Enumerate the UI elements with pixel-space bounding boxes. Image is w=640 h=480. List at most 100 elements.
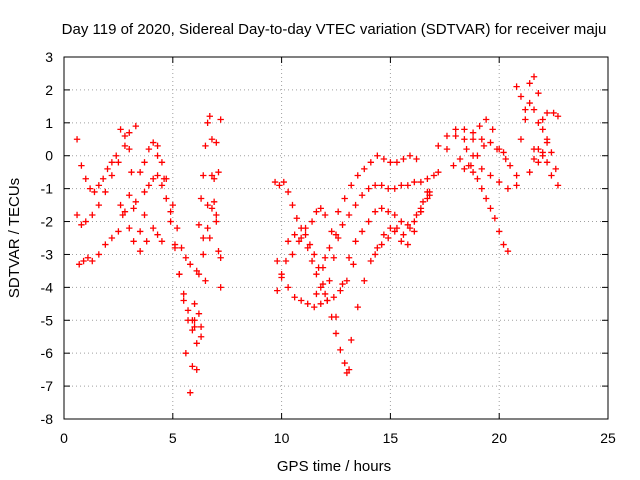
data-point-marker: [350, 261, 357, 268]
data-point-marker: [530, 145, 538, 153]
data-point-marker: [489, 126, 496, 133]
data-point-marker: [522, 116, 529, 123]
data-point-marker: [182, 254, 190, 261]
data-point-marker: [197, 333, 205, 340]
data-point-marker: [411, 178, 418, 186]
data-point-marker: [343, 277, 351, 284]
data-point-marker: [173, 224, 181, 232]
data-point-marker: [326, 244, 333, 252]
x-tick-label: 25: [600, 430, 616, 446]
data-point-marker: [332, 313, 340, 321]
x-axis-title: GPS time / hours: [277, 458, 391, 475]
data-point-marker: [513, 172, 520, 179]
data-point-marker: [469, 168, 477, 176]
data-point-marker: [474, 175, 481, 182]
data-point-marker: [391, 228, 398, 235]
data-point-marker: [482, 195, 490, 202]
data-point-marker: [171, 241, 179, 248]
data-point-marker: [204, 201, 211, 209]
data-point-marker: [543, 109, 551, 117]
data-point-marker: [284, 284, 292, 291]
data-point-marker: [306, 241, 314, 248]
data-point-marker: [302, 231, 309, 238]
data-point-marker: [554, 182, 562, 189]
data-point-marker: [195, 271, 203, 278]
data-point-marker: [461, 165, 468, 173]
data-point-marker: [354, 303, 361, 311]
data-point-marker: [371, 182, 379, 189]
data-point-marker: [208, 136, 216, 143]
data-point-marker: [502, 155, 509, 163]
data-point-marker: [332, 330, 340, 337]
data-point-marker: [99, 175, 107, 182]
data-point-marker: [321, 211, 329, 219]
data-point-marker: [443, 132, 451, 140]
data-point-marker: [535, 159, 542, 166]
data-point-marker: [313, 290, 320, 298]
data-point-marker: [289, 201, 296, 209]
data-point-marker: [456, 155, 464, 163]
data-point-marker: [84, 254, 92, 261]
data-point-marker: [158, 159, 166, 166]
data-point-marker: [411, 218, 418, 225]
data-point-marker: [187, 261, 194, 268]
grid: [64, 57, 608, 419]
data-point-marker: [535, 90, 542, 97]
data-point-marker: [348, 336, 355, 344]
data-point-marker: [191, 323, 198, 331]
axis-ticks: 0 5 10 15 20 25 -8 -7 -6 -5 -4 -3 -2 -1 0 1 2 3: [41, 49, 616, 446]
data-point-marker: [339, 221, 346, 229]
data-point-marker: [321, 254, 329, 261]
data-point-marker: [380, 155, 388, 163]
data-point-marker: [354, 172, 361, 179]
y-tick-label: -4: [41, 279, 54, 295]
data-point-marker: [371, 251, 379, 258]
data-point-marker: [352, 201, 359, 209]
data-point-marker: [411, 228, 418, 235]
data-point-marker: [352, 238, 359, 245]
data-point-marker: [217, 284, 224, 291]
data-point-marker: [191, 300, 198, 308]
y-tick-label: 2: [45, 82, 53, 98]
data-point-marker: [548, 172, 555, 179]
data-point-marker: [506, 162, 514, 169]
data-point-marker: [150, 224, 157, 232]
data-point-marker: [393, 159, 401, 166]
data-point-marker: [406, 224, 414, 232]
data-point-marker: [311, 251, 318, 258]
data-point-marker: [121, 208, 129, 215]
data-point-marker: [280, 178, 287, 186]
data-point-marker: [398, 218, 405, 225]
data-point-marker: [293, 215, 301, 222]
data-point-marker: [487, 139, 494, 146]
data-point-marker: [424, 175, 431, 182]
data-point-marker: [89, 211, 96, 219]
data-point-marker: [297, 234, 305, 242]
data-point-marker: [469, 136, 477, 143]
data-point-marker: [496, 178, 503, 186]
data-point-marker: [193, 340, 200, 347]
data-point-marker: [150, 175, 157, 182]
data-point-marker: [452, 126, 459, 133]
data-point-marker: [554, 113, 562, 120]
data-point-marker: [500, 241, 507, 248]
data-point-marker: [117, 201, 124, 209]
data-point-marker: [496, 228, 503, 235]
data-point-marker: [461, 136, 468, 143]
data-markers: [73, 73, 562, 396]
data-point-marker: [215, 247, 222, 255]
data-point-marker: [73, 136, 81, 143]
data-point-marker: [121, 132, 129, 140]
data-point-marker: [308, 218, 316, 225]
data-point-marker: [404, 182, 412, 189]
data-point-marker: [204, 119, 211, 127]
data-point-marker: [154, 231, 161, 238]
data-point-marker: [517, 136, 525, 143]
data-point-marker: [276, 182, 283, 189]
data-point-marker: [522, 106, 529, 113]
data-point-marker: [387, 159, 394, 166]
data-point-marker: [215, 168, 222, 176]
data-point-marker: [274, 257, 281, 265]
data-point-marker: [130, 205, 137, 212]
data-point-marker: [104, 165, 111, 173]
